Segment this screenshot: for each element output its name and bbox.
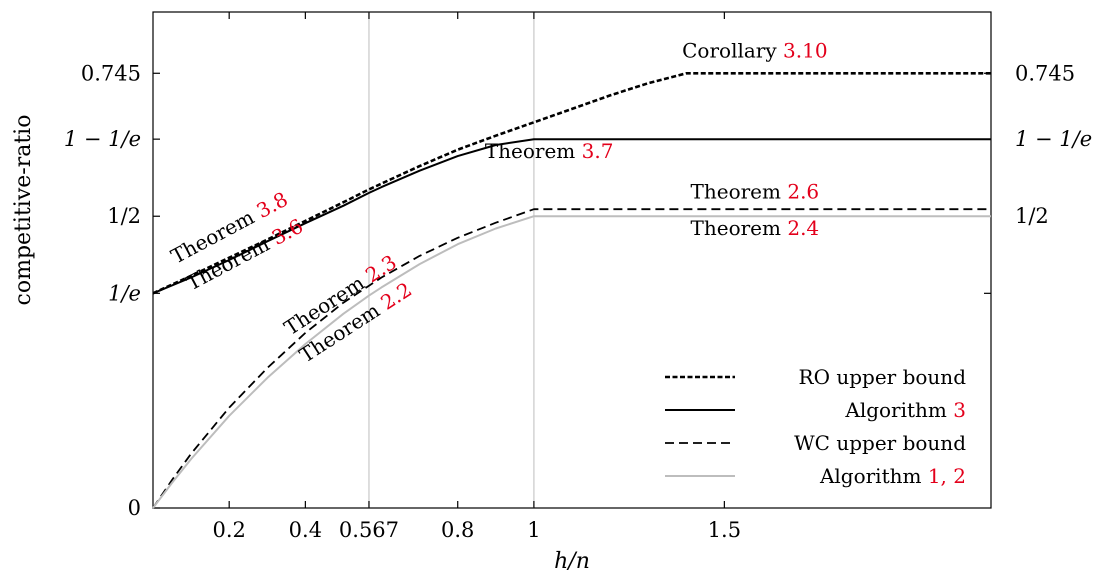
annotation-corollary-3-10: Corollary 3.10 (682, 39, 827, 63)
legend-label-algorithm-3: Algorithm 3 (844, 398, 966, 422)
x-tick-label: 1.5 (708, 518, 741, 542)
annotations: Corollary 3.10 Theorem 3.7 Theorem 2.6 Theo… (167, 39, 828, 368)
y-tick-label-right: 1/2 (1015, 204, 1049, 228)
legend-label-algorithm-1-2: Algorithm 1, 2 (819, 464, 966, 488)
series-line-ro-upper-bound (152, 72, 991, 295)
y-tick-label-left: 0 (128, 496, 141, 520)
x-axis-label: h/n (554, 549, 590, 574)
series-line-algorithm-1-2 (152, 215, 991, 509)
tick-labels: 0.2 0.4 0.567 0.8 1 1.5 0 1/e 1/2 1 − 1/e 0.745 1/2… (64, 61, 1092, 542)
x-tick-label: 0.8 (441, 518, 474, 542)
y-tick-label-right: 0.745 (1015, 61, 1075, 85)
legend-label-wc-upper-bound: WC upper bound (794, 431, 966, 455)
x-tick-label: 1 (527, 518, 540, 542)
series-line-algorithm-3 (152, 138, 991, 295)
plot-frame (152, 11, 992, 509)
y-tick-label-left: 1/e (108, 281, 141, 305)
y-tick-label-left: 0.745 (81, 61, 141, 85)
x-tick-label: 0.2 (212, 518, 245, 542)
legend: RO upper bound Algorithm 3 WC upper bound A… (665, 365, 966, 488)
y-axis-label: competitive-ratio (11, 115, 36, 306)
legend-label-ro-upper-bound: RO upper bound (799, 365, 967, 389)
y-tick-label-left: 1/2 (107, 204, 141, 228)
y-tick-label-left: 1 − 1/e (64, 127, 141, 151)
vertical-guides (368, 12, 535, 508)
annotation-theorem-2-6: Theorem 2.6 (691, 180, 820, 204)
series-group (152, 72, 991, 509)
annotation-theorem-2-4: Theorem 2.4 (691, 216, 820, 240)
y-tick-label-right: 1 − 1/e (1015, 127, 1092, 151)
annotation-theorem-3-7: Theorem 3.7 (485, 139, 614, 163)
x-tick-label: 0.4 (289, 518, 322, 542)
x-tick-label: 0.567 (339, 518, 399, 542)
series-line-wc-upper-bound (152, 208, 991, 509)
